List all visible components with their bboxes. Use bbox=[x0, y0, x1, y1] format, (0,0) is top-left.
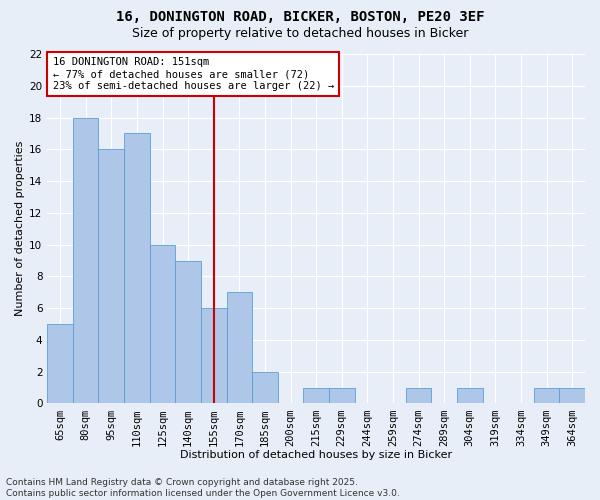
Text: Size of property relative to detached houses in Bicker: Size of property relative to detached ho… bbox=[132, 28, 468, 40]
Bar bbox=[124, 134, 150, 404]
Bar bbox=[175, 260, 201, 404]
Bar bbox=[559, 388, 585, 404]
Bar bbox=[47, 324, 73, 404]
Bar bbox=[329, 388, 355, 404]
Text: 16, DONINGTON ROAD, BICKER, BOSTON, PE20 3EF: 16, DONINGTON ROAD, BICKER, BOSTON, PE20… bbox=[116, 10, 484, 24]
Bar bbox=[534, 388, 559, 404]
Bar bbox=[457, 388, 482, 404]
Text: 16 DONINGTON ROAD: 151sqm
← 77% of detached houses are smaller (72)
23% of semi-: 16 DONINGTON ROAD: 151sqm ← 77% of detac… bbox=[53, 58, 334, 90]
Bar bbox=[201, 308, 227, 404]
Bar bbox=[73, 118, 98, 404]
Bar bbox=[150, 244, 175, 404]
Bar bbox=[227, 292, 252, 404]
Y-axis label: Number of detached properties: Number of detached properties bbox=[15, 141, 25, 316]
Bar bbox=[406, 388, 431, 404]
Bar bbox=[304, 388, 329, 404]
Bar bbox=[98, 150, 124, 404]
X-axis label: Distribution of detached houses by size in Bicker: Distribution of detached houses by size … bbox=[180, 450, 452, 460]
Bar bbox=[252, 372, 278, 404]
Text: Contains HM Land Registry data © Crown copyright and database right 2025.
Contai: Contains HM Land Registry data © Crown c… bbox=[6, 478, 400, 498]
